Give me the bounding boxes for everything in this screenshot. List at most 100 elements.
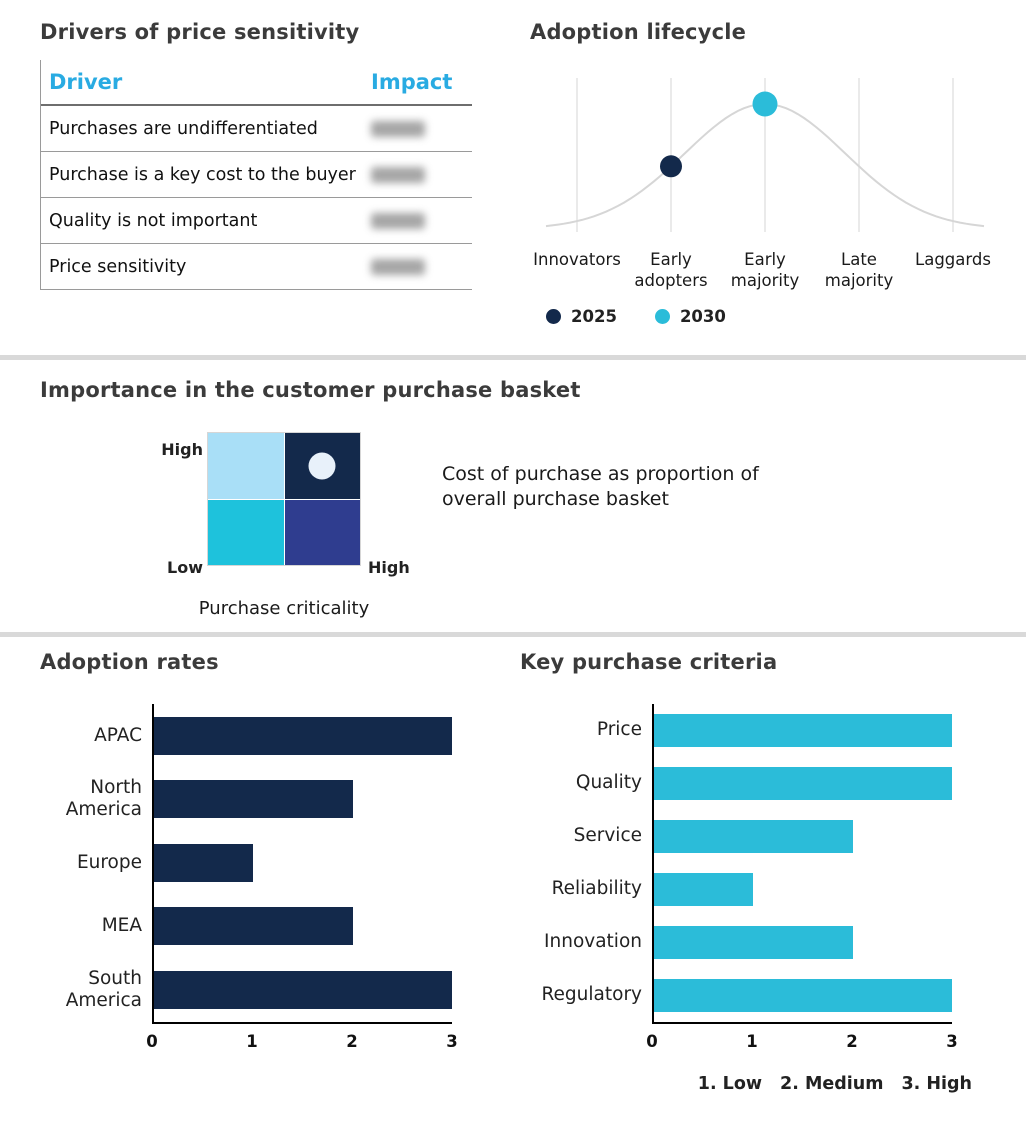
purchase-criteria-chart: Price Quality Service Reliability Innovation… [520,704,972,1024]
price-table-row: Purchase is a key cost to the buyer [41,152,472,198]
adoption-rates-plot [152,704,452,1024]
price-table-row: Quality is not important [41,198,472,244]
legend-label: 2030 [679,307,726,327]
driver-cell: Quality is not important [49,210,258,231]
quadrant-bottom-right [284,499,360,565]
impact-cell [371,258,425,275]
impact-blurred-value [371,212,425,229]
quadrant-matrix [207,432,361,566]
bar-quality [654,767,952,800]
bar-slot [654,757,952,810]
bar-slot [154,895,452,959]
adoption-lifecycle-title: Adoption lifecycle [530,20,747,44]
tick-label: 3 [946,1032,958,1051]
driver-cell: Price sensitivity [49,256,187,277]
impact-cell [371,212,425,229]
adoption-rates-chart: APAC North America Europe MEA South America [40,704,460,1024]
bar-category-label: APAC [94,724,142,746]
impact-cell [371,166,425,183]
bar-slot [154,831,452,895]
price-table-body: Purchases are undifferentiated Purchase i… [41,106,472,290]
bar-slot [654,916,952,969]
bar-category-label: Reliability [551,878,642,900]
price-table-row: Price sensitivity [41,244,472,290]
legend-item: 2025 [546,307,617,326]
bar-category-label: Innovation [544,931,642,953]
tick-label: 1 [746,1032,758,1051]
lifecycle-point-2025 [660,155,682,178]
bar-mea [154,907,353,946]
driver-column-header: Driver [49,70,123,94]
legend-item: 2030 [654,307,726,327]
lifecycle-point-2030 [752,91,778,117]
scale-note-item: 1. Low [697,1074,763,1094]
matrix-y-low-label: Low [167,558,203,577]
quadrant-marker [308,452,336,480]
price-table-row: Purchases are undifferentiated [41,106,472,152]
scale-note-item: 3. High [901,1074,972,1094]
driver-cell: Purchases are undifferentiated [49,118,318,139]
bar-slot [654,704,952,757]
basket-annotation: Cost of purchase as proportion of overal… [442,463,759,510]
lifecycle-category-labels: Innovators Early adopters Early majority La… [530,250,1000,291]
bar-south-america [154,970,452,1009]
purchase-criteria-title: Key purchase criteria [520,650,778,674]
bar-slot [154,768,452,832]
bar-category-label: MEA [101,915,142,937]
lifecycle-category-label: Laggards [915,250,991,269]
matrix-x-axis-label: Purchase criticality [198,598,370,619]
bar-europe [154,843,254,882]
lifecycle-category-label: Early majority [730,250,800,290]
bar-category-label: Europe [76,851,142,873]
purchase-criteria-panel: Key purchase criteria Price Quality Servic… [520,650,972,1056]
legend-label: 2025 [571,307,617,327]
legend-dot-2030 [654,309,670,325]
bar-apac [154,716,452,755]
criteria-plot [652,704,952,1024]
bar-north-america [154,780,353,819]
adoption-rates-ticks: 0 1 2 3 [146,1031,457,1056]
lifecycle-category-label: Late majority [824,250,894,290]
bar-category-label: Service [573,825,642,847]
tick-label: 1 [246,1031,258,1051]
bar-reliability [654,873,754,906]
quadrant-bottom-left [208,499,284,565]
quadrant-top-left [208,433,284,499]
scale-note-item: 2. Medium [780,1074,884,1094]
adoption-rates-panel: Adoption rates APAC North America Europe ME… [40,650,460,1056]
bar-slot [154,958,452,1022]
impact-blurred-value [371,120,425,137]
driver-cell: Purchase is a key cost to the buyer [49,164,356,185]
bar-slot [154,704,452,768]
purchase-basket-title: Importance in the customer purchase bask… [40,378,581,402]
scale-note: 1. Low 2. Medium 3. High [520,1074,972,1094]
price-sensitivity-panel: Drivers of price sensitivity Driver Impa… [40,20,472,290]
lifecycle-category-label: Innovators [533,250,621,269]
adoption-rates-title: Adoption rates [40,650,219,674]
bar-slot [654,810,952,863]
bar-category-label: Price [596,719,642,741]
price-table-header-row: Driver Impact [41,60,472,106]
bar-service [654,820,853,853]
criteria-labels: Price Quality Service Reliability Innovation… [520,704,652,1024]
bar-category-label: North America [65,777,142,821]
legend-dot-2025 [546,309,561,325]
bar-price [654,714,952,747]
adoption-lifecycle-panel: Adoption lifecycle Innovators Early adopt… [530,20,1000,326]
bar-category-label: South America [65,967,142,1011]
criteria-ticks: 0 1 2 3 [646,1032,957,1056]
price-sensitivity-title: Drivers of price sensitivity [40,20,360,44]
quadrant-top-right [284,433,360,499]
bar-category-label: Quality [575,772,642,794]
lifecycle-legend: 2025 2030 [530,307,1000,326]
tick-label: 0 [146,1031,158,1051]
matrix-y-high-label: High [161,440,203,459]
tick-label: 3 [446,1031,458,1051]
bar-innovation [654,926,853,959]
adoption-rates-labels: APAC North America Europe MEA South America [40,704,152,1024]
impact-cell [371,120,425,137]
lifecycle-category-label: Early adopters [634,250,708,290]
matrix-x-high-label: High [368,558,410,577]
impact-column-header: Impact [371,70,453,94]
